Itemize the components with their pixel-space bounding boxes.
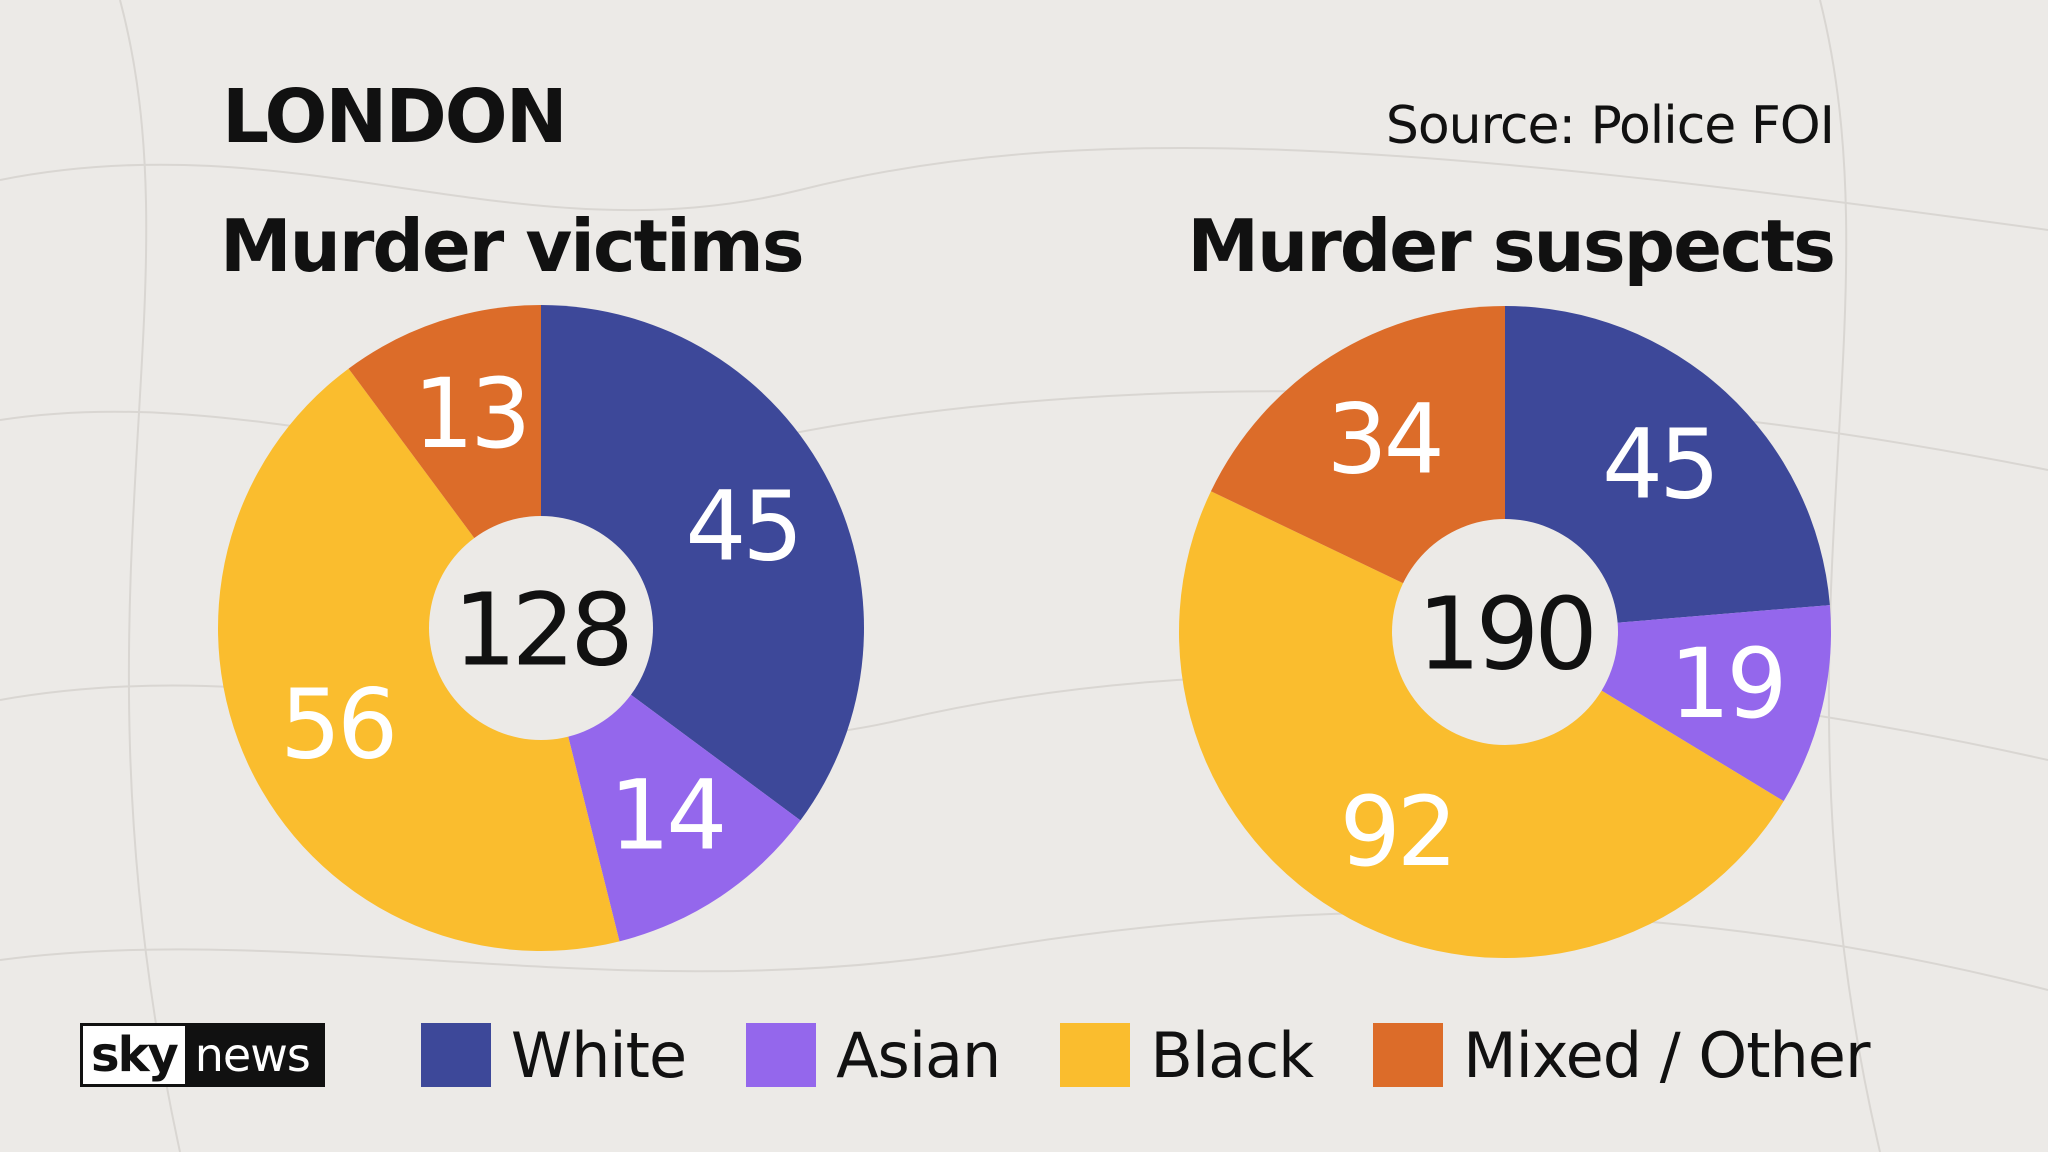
legend-item-black: Black <box>1060 1018 1314 1092</box>
logo-news-text: news <box>184 1026 322 1084</box>
legend-label-mixed-other: Mixed / Other <box>1463 1018 1870 1092</box>
slice-murder-victims-white <box>541 305 865 821</box>
slice-label-murder-suspects-mixed-other: 34 <box>1327 384 1441 496</box>
legend-item-mixed-other: Mixed / Other <box>1373 1018 1870 1092</box>
region-title: LONDON <box>222 74 568 160</box>
slice-label-murder-suspects-white: 45 <box>1602 409 1716 521</box>
slice-murder-suspects-white <box>1505 306 1830 632</box>
slice-label-murder-victims-white: 45 <box>685 471 799 583</box>
donut-hole-murder-victims <box>429 516 653 740</box>
legend-swatch-black <box>1060 1023 1131 1087</box>
legend: sky news White Asian Black Mixed / Other <box>80 1018 1929 1092</box>
legend-swatch-white <box>420 1023 491 1087</box>
slice-label-murder-suspects-asian: 19 <box>1669 628 1783 740</box>
slice-label-murder-victims-mixed-other: 13 <box>413 358 527 470</box>
slice-murder-victims-black <box>218 368 620 951</box>
slice-label-murder-suspects-black: 92 <box>1340 776 1454 888</box>
chart-title-victims: Murder victims <box>220 204 805 288</box>
donut-hole-murder-suspects <box>1392 519 1618 745</box>
logo-sky-text: sky <box>83 1026 185 1084</box>
donut-total-murder-suspects: 190 <box>1417 576 1593 693</box>
source-label: Source: Police FOI <box>1385 96 1835 156</box>
chart-title-suspects: Murder suspects <box>1187 204 1836 288</box>
donut-chart-murder-victims: 45 14 56 13 128 <box>218 305 865 951</box>
sky-news-logo: sky news <box>80 1023 325 1087</box>
legend-swatch-mixed-other <box>1373 1023 1444 1087</box>
donut-total-murder-victims: 128 <box>453 572 629 689</box>
legend-item-white: White <box>420 1018 687 1092</box>
slice-label-murder-victims-black: 56 <box>280 668 394 780</box>
legend-swatch-asian <box>746 1023 817 1087</box>
donut-chart-murder-suspects: 45 19 92 34 190 <box>1178 306 1831 959</box>
legend-item-asian: Asian <box>746 1018 1001 1092</box>
legend-label-white: White <box>510 1018 687 1092</box>
slice-label-murder-victims-asian: 14 <box>609 759 723 871</box>
legend-label-black: Black <box>1150 1018 1314 1092</box>
legend-label-asian: Asian <box>836 1018 1001 1092</box>
